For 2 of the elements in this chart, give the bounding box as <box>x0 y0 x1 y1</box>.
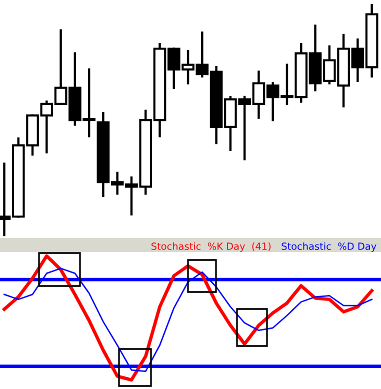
series-label: Stochastic %K Day (41) <box>151 242 271 252</box>
text: Stochastic %D Day <box>282 242 376 252</box>
